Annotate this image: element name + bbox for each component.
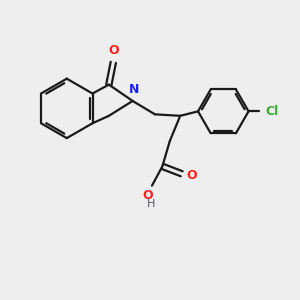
Text: O: O: [108, 44, 119, 57]
Text: N: N: [129, 82, 139, 96]
Text: H: H: [147, 199, 156, 209]
Text: O: O: [186, 169, 197, 182]
Text: Cl: Cl: [265, 105, 278, 118]
Text: O: O: [142, 189, 153, 202]
